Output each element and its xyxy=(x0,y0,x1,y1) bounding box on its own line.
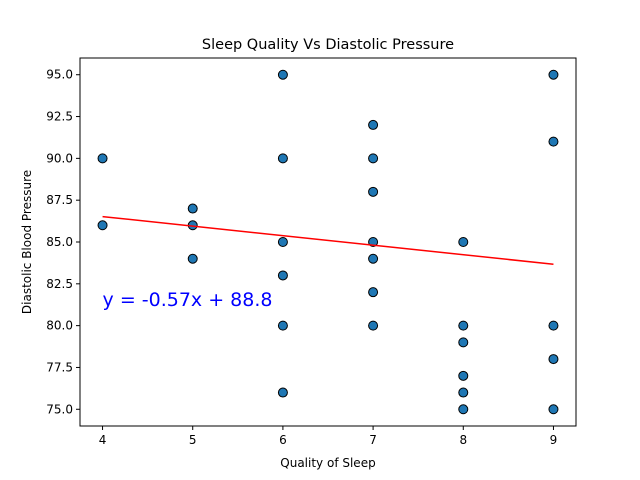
data-point xyxy=(548,404,559,415)
chart-title: Sleep Quality Vs Diastolic Pressure xyxy=(202,37,454,53)
plot-area xyxy=(97,69,559,415)
data-point xyxy=(548,320,559,331)
y-tick-label: 75.0 xyxy=(46,402,73,416)
data-point xyxy=(277,69,288,80)
data-point xyxy=(548,136,559,147)
data-point xyxy=(548,354,559,365)
x-axis-label: Quality of Sleep xyxy=(280,456,375,470)
x-tick-label: 8 xyxy=(459,433,467,447)
data-point xyxy=(458,370,469,381)
y-axis-label: Diastolic Blood Pressure xyxy=(20,170,34,314)
regression-line xyxy=(102,215,554,265)
regression-equation: y = -0.57x + 88.8 xyxy=(103,289,273,311)
y-tick-label: 82.5 xyxy=(46,277,73,291)
data-point xyxy=(458,387,469,398)
data-point xyxy=(368,320,379,331)
data-point xyxy=(458,337,469,348)
data-point xyxy=(368,287,379,298)
data-point xyxy=(97,153,108,164)
data-point xyxy=(458,404,469,415)
data-point xyxy=(368,186,379,197)
x-axis: 4 5 6 7 8 9 xyxy=(99,426,558,447)
y-tick-label: 87.5 xyxy=(46,193,73,207)
data-point xyxy=(458,237,469,247)
x-tick-label: 6 xyxy=(279,433,287,447)
data-point xyxy=(368,253,379,264)
data-point xyxy=(368,153,379,164)
data-point xyxy=(277,270,288,281)
data-point xyxy=(277,320,288,331)
y-tick-label: 85.0 xyxy=(46,235,73,249)
y-tick-label: 77.5 xyxy=(46,360,73,374)
data-point xyxy=(458,320,469,331)
y-tick-label: 80.0 xyxy=(46,319,73,333)
data-point xyxy=(187,203,198,214)
data-point xyxy=(97,220,108,231)
data-point xyxy=(277,387,288,398)
x-tick-label: 4 xyxy=(99,433,107,447)
data-point xyxy=(368,119,379,130)
x-tick-label: 7 xyxy=(369,433,377,447)
y-tick-label: 92.5 xyxy=(46,110,73,124)
y-tick-label: 90.0 xyxy=(46,151,73,165)
y-tick-label: 95.0 xyxy=(46,68,73,82)
x-tick-label: 5 xyxy=(189,433,197,447)
data-point xyxy=(187,253,198,264)
data-point xyxy=(277,153,288,164)
plot-frame xyxy=(79,57,577,427)
data-point xyxy=(548,69,559,80)
y-axis: 75.0 77.5 80.0 82.5 85.0 87.5 90.0 92.5 95.0 xyxy=(46,68,80,416)
data-point xyxy=(277,237,288,247)
x-tick-label: 9 xyxy=(550,433,558,447)
